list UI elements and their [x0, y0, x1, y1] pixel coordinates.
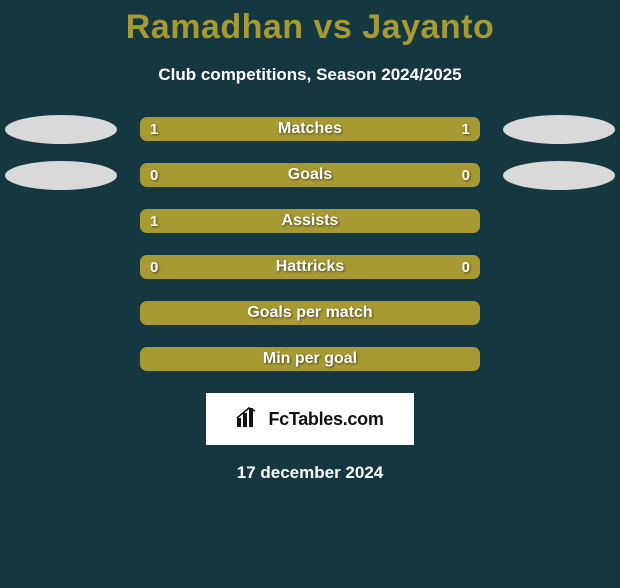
- stat-row: 00Goals: [0, 163, 620, 187]
- left-ellipse: [5, 115, 117, 144]
- stat-label: Min per goal: [140, 347, 480, 371]
- stat-label: Hattricks: [140, 255, 480, 279]
- stat-row: Goals per match: [0, 301, 620, 325]
- stat-row: 1Assists: [0, 209, 620, 233]
- stat-bar: 00Hattricks: [140, 255, 480, 279]
- stat-row: Min per goal: [0, 347, 620, 371]
- stats-container: 11Matches 00Goals 1Assists 00Hattricks Goals…: [0, 117, 620, 371]
- page-title: Ramadhan vs Jayanto: [0, 8, 620, 47]
- stat-bar: Min per goal: [140, 347, 480, 371]
- stat-label: Assists: [140, 209, 480, 233]
- logo-icon: [236, 406, 262, 433]
- stat-row: 00Hattricks: [0, 255, 620, 279]
- logo-text: FcTables.com: [268, 409, 383, 430]
- right-ellipse: [503, 115, 615, 144]
- stat-label: Goals: [140, 163, 480, 187]
- stat-label: Goals per match: [140, 301, 480, 325]
- stat-bar: 1Assists: [140, 209, 480, 233]
- stat-bar: 00Goals: [140, 163, 480, 187]
- date-text: 17 december 2024: [0, 463, 620, 483]
- stat-bar: Goals per match: [140, 301, 480, 325]
- left-ellipse: [5, 161, 117, 190]
- stat-bar: 11Matches: [140, 117, 480, 141]
- stat-label: Matches: [140, 117, 480, 141]
- right-ellipse: [503, 161, 615, 190]
- page-subtitle: Club competitions, Season 2024/2025: [0, 65, 620, 85]
- stat-row: 11Matches: [0, 117, 620, 141]
- logo-box: FcTables.com: [206, 393, 414, 445]
